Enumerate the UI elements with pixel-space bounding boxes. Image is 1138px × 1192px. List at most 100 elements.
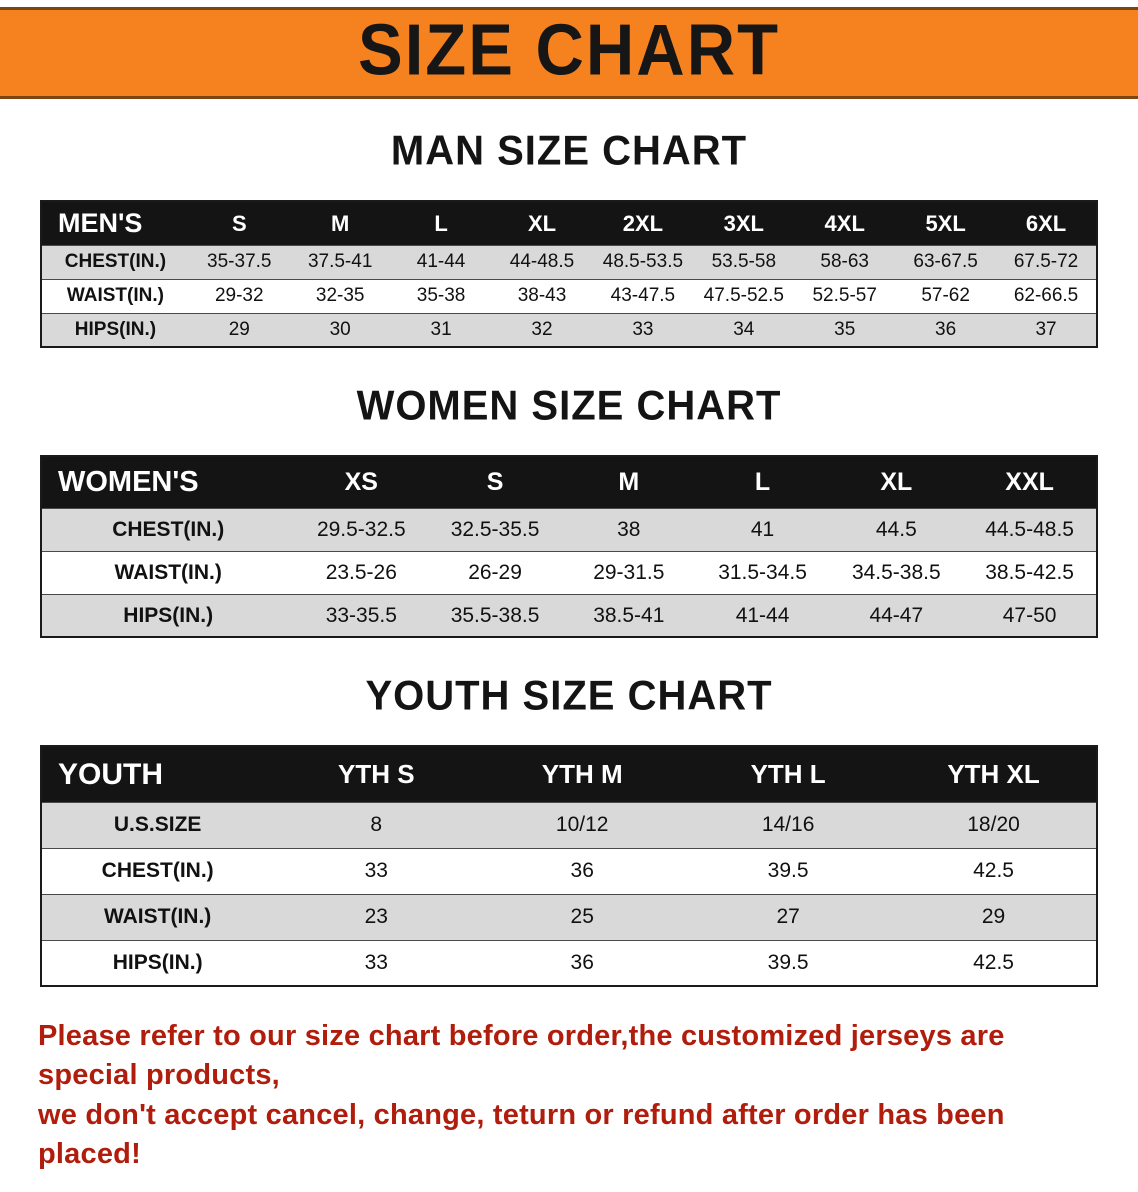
measurement-value: 25 [479,893,686,941]
measurement-value: 29-31.5 [561,550,696,595]
size-column-header: XS [294,456,429,509]
measurement-value: 44.5-48.5 [963,507,1097,552]
measurement-row: CHEST(IN.) 35-37.5 37.5-41 41-44 44-48.5 48.5… [41,244,1097,280]
measurement-value: 33 [273,847,480,895]
youth-size-chart-section: YOUTH SIZE CHART YOUTH YTH S YTH M YTH L YTH… [0,673,1138,988]
measurement-value: 42.5 [891,847,1097,895]
measurement-label: HIPS(IN.) [41,312,189,348]
disclaimer-line-1: Please refer to our size chart before or… [38,1020,1005,1092]
men-size-table: MEN'S S M L XL 2XL 3XL 4XL 5XL 6XL CHEST(IN.) 35-37… [40,200,1098,349]
measurement-label: CHEST(IN.) [41,847,274,895]
measurement-row: CHEST(IN.) 33 36 39.5 42.5 [41,847,1097,895]
size-column-header: S [428,456,562,509]
measurement-value: 18/20 [891,801,1097,849]
measurement-label: HIPS(IN.) [41,939,274,987]
size-column-header: YTH L [685,746,892,803]
women-section-heading: WOMEN SIZE CHART [356,383,782,430]
measurement-value: 52.5-57 [794,278,896,314]
size-chart-banner: SIZE CHART [0,7,1138,100]
measurement-value: 67.5-72 [996,244,1097,280]
measurement-row: CHEST(IN.) 29.5-32.5 32.5-35.5 38 41 44.5 44.5… [41,507,1097,552]
measurement-value: 23.5-26 [294,550,429,595]
measurement-value: 37.5-41 [289,244,391,280]
size-column-header: 6XL [996,201,1097,246]
measurement-value: 36 [895,312,997,348]
youth-section-heading: YOUTH SIZE CHART [365,673,773,720]
men-size-chart-section: MAN SIZE CHART MEN'S S M L XL 2XL 3XL 4XL 5XL 6XL… [0,128,1138,349]
measurement-value: 31 [390,312,492,348]
measurement-row: WAIST(IN.) 29-32 32-35 35-38 38-43 43-47.5 47.… [41,278,1097,314]
size-column-header: 2XL [592,201,694,246]
measurement-value: 39.5 [685,939,892,987]
measurement-value: 58-63 [794,244,896,280]
measurement-label: U.S.SIZE [41,801,274,849]
measurement-value: 41 [695,507,830,552]
measurement-value: 36 [479,847,686,895]
measurement-label: WAIST(IN.) [41,278,189,314]
size-column-header: XL [491,201,593,246]
size-column-header: S [188,201,290,246]
measurement-value: 31.5-34.5 [695,550,830,595]
measurement-value: 43-47.5 [592,278,694,314]
table-header-row: YOUTH YTH S YTH M YTH L YTH XL [41,746,1097,803]
measurement-value: 41-44 [695,593,830,638]
measurement-value: 47.5-52.5 [693,278,795,314]
measurement-row: HIPS(IN.) 33-35.5 35.5-38.5 38.5-41 41-44 44-… [41,593,1097,638]
measurement-value: 35-37.5 [188,244,290,280]
measurement-value: 30 [289,312,391,348]
size-column-header: YTH S [273,746,480,803]
measurement-value: 36 [479,939,686,987]
size-column-header: YTH XL [891,746,1097,803]
measurement-value: 44.5 [829,507,964,552]
measurement-value: 33 [592,312,694,348]
measurement-value: 29-32 [188,278,290,314]
measurement-value: 38.5-41 [561,593,696,638]
table-title-cell: MEN'S [41,201,189,246]
size-column-header: YTH M [479,746,686,803]
men-section-heading: MAN SIZE CHART [390,128,748,175]
measurement-label: HIPS(IN.) [41,593,295,638]
measurement-value: 29 [188,312,290,348]
youth-size-table: YOUTH YTH S YTH M YTH L YTH XL U.S.SIZE 8 10/12… [40,745,1098,988]
measurement-value: 38.5-42.5 [963,550,1097,595]
size-column-header: 4XL [794,201,896,246]
measurement-value: 44-47 [829,593,964,638]
measurement-label: WAIST(IN.) [41,550,295,595]
measurement-row: U.S.SIZE 8 10/12 14/16 18/20 [41,801,1097,849]
size-chart-page: SIZE CHART MAN SIZE CHART MEN'S S M L XL 2XL 3… [0,7,1138,1192]
measurement-label: CHEST(IN.) [41,244,189,280]
table-title-cell: YOUTH [41,746,274,803]
measurement-value: 38 [561,507,696,552]
measurement-label: CHEST(IN.) [41,507,295,552]
measurement-value: 33 [273,939,480,987]
measurement-value: 14/16 [685,801,892,849]
measurement-value: 53.5-58 [693,244,795,280]
measurement-value: 41-44 [390,244,492,280]
women-size-table: WOMEN'S XS S M L XL XXL CHEST(IN.) 29.5-32.5 32.5… [40,455,1098,639]
size-column-header: L [695,456,830,509]
size-column-header: L [390,201,492,246]
measurement-value: 34 [693,312,795,348]
measurement-value: 33-35.5 [294,593,429,638]
measurement-value: 8 [273,801,480,849]
women-size-chart-section: WOMEN SIZE CHART WOMEN'S XS S M L XL XXL CHEST(… [0,383,1138,639]
measurement-value: 42.5 [891,939,1097,987]
measurement-value: 27 [685,893,892,941]
disclaimer-line-2: we don't accept cancel, change, teturn o… [38,1098,1005,1170]
banner-title: SIZE CHART [358,9,780,91]
measurement-value: 29 [891,893,1097,941]
measurement-value: 44-48.5 [491,244,593,280]
measurement-row: WAIST(IN.) 23 25 27 29 [41,893,1097,941]
measurement-value: 32-35 [289,278,391,314]
measurement-value: 39.5 [685,847,892,895]
measurement-value: 35 [794,312,896,348]
measurement-value: 63-67.5 [895,244,997,280]
measurement-row: HIPS(IN.) 33 36 39.5 42.5 [41,939,1097,987]
measurement-value: 35-38 [390,278,492,314]
table-header-row: WOMEN'S XS S M L XL XXL [41,456,1097,509]
measurement-value: 57-62 [895,278,997,314]
size-column-header: 5XL [895,201,997,246]
size-column-header: XXL [963,456,1097,509]
size-column-header: XL [829,456,964,509]
size-column-header: M [561,456,696,509]
